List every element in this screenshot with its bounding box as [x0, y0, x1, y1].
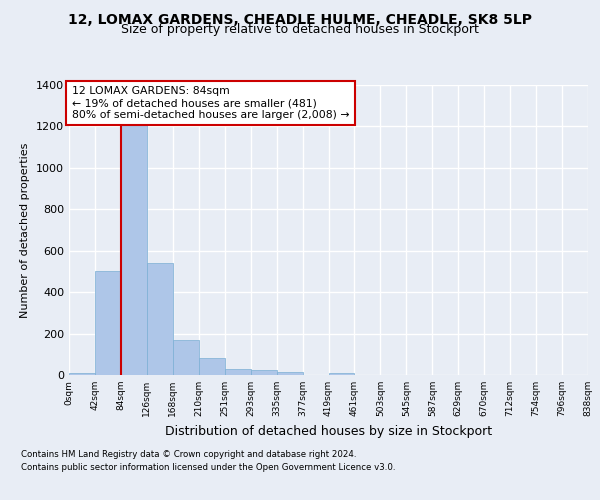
Text: Contains HM Land Registry data © Crown copyright and database right 2024.: Contains HM Land Registry data © Crown c…	[21, 450, 356, 459]
Text: 12 LOMAX GARDENS: 84sqm
← 19% of detached houses are smaller (481)
80% of semi-d: 12 LOMAX GARDENS: 84sqm ← 19% of detache…	[71, 86, 349, 120]
Text: Size of property relative to detached houses in Stockport: Size of property relative to detached ho…	[121, 24, 479, 36]
Bar	[225, 369, 251, 375]
Bar	[95, 272, 121, 375]
Bar	[147, 263, 173, 375]
Bar	[251, 370, 277, 375]
Bar	[121, 120, 147, 375]
Bar	[173, 340, 199, 375]
Bar	[277, 372, 302, 375]
Text: Contains public sector information licensed under the Open Government Licence v3: Contains public sector information licen…	[21, 462, 395, 471]
Text: 12, LOMAX GARDENS, CHEADLE HULME, CHEADLE, SK8 5LP: 12, LOMAX GARDENS, CHEADLE HULME, CHEADL…	[68, 12, 532, 26]
Bar	[69, 373, 95, 375]
X-axis label: Distribution of detached houses by size in Stockport: Distribution of detached houses by size …	[165, 424, 492, 438]
Bar	[329, 372, 355, 375]
Y-axis label: Number of detached properties: Number of detached properties	[20, 142, 31, 318]
Bar	[199, 358, 224, 375]
